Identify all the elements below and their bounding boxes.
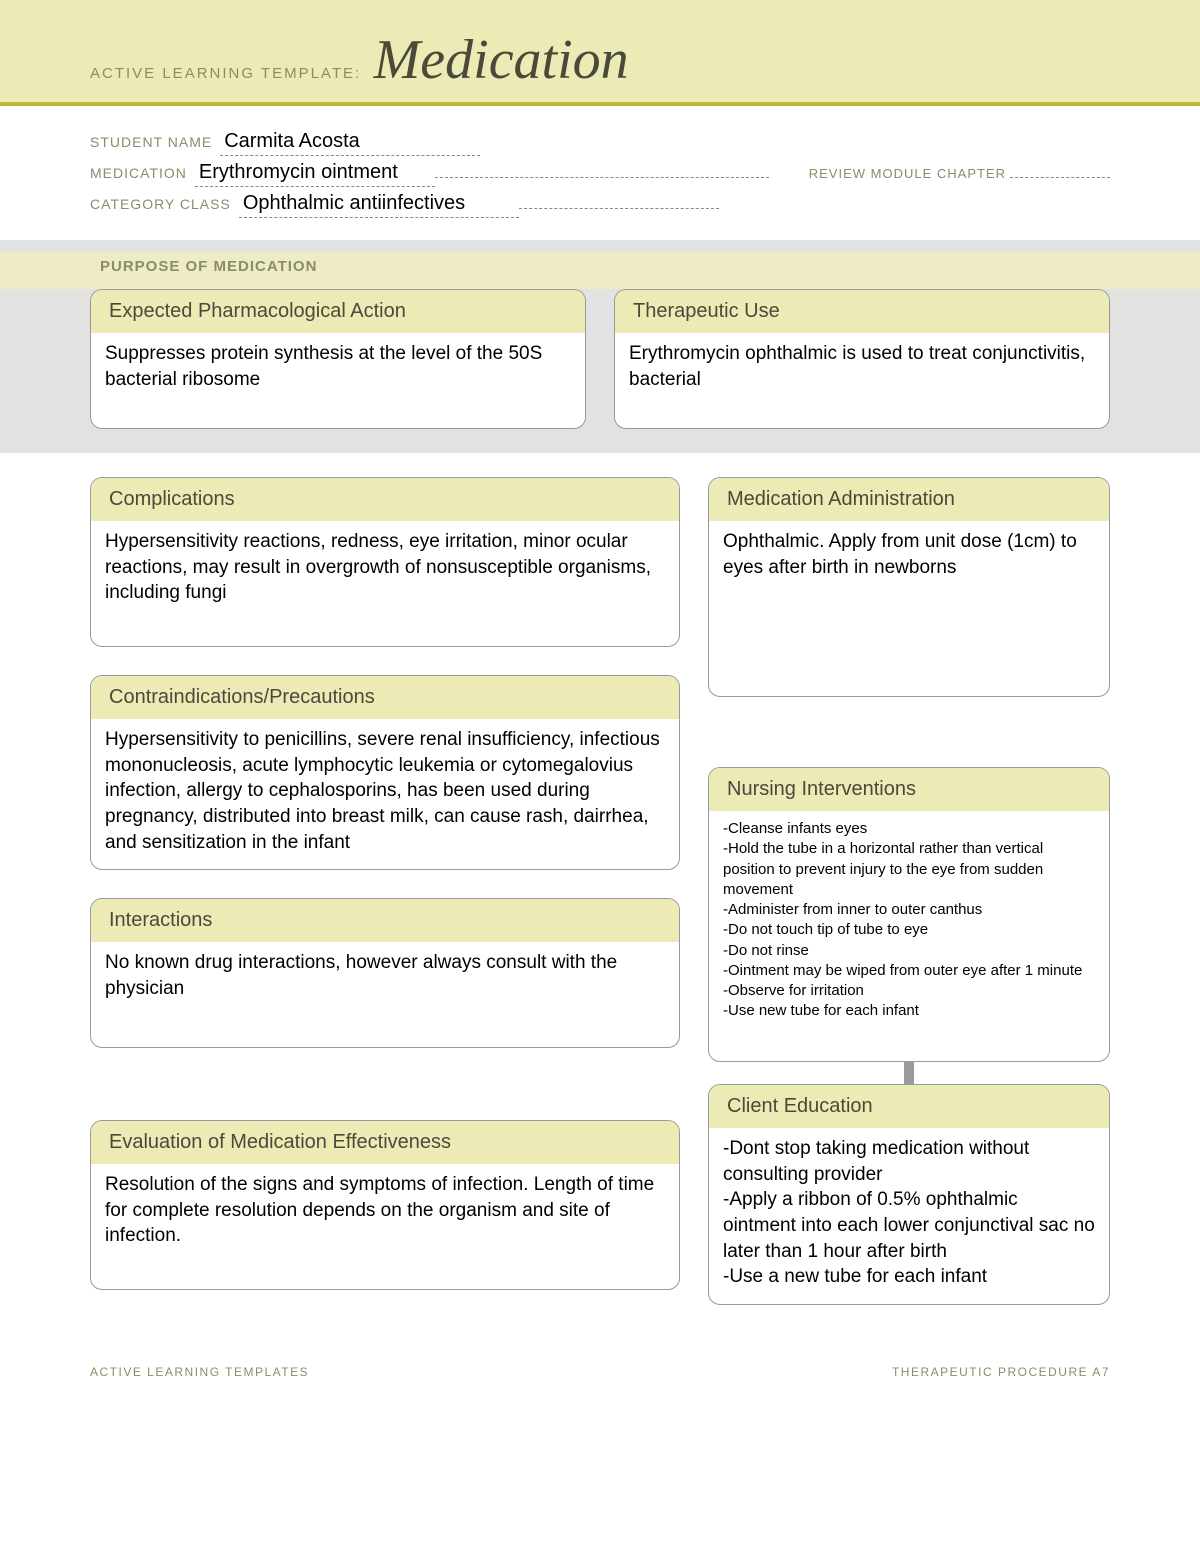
complications-title: Complications (91, 478, 679, 521)
client-card: Client Education -Dont stop taking medic… (708, 1084, 1110, 1305)
pharm-title: Expected Pharmacological Action (91, 290, 585, 333)
interactions-title: Interactions (91, 899, 679, 942)
evaluation-body: Resolution of the signs and symptoms of … (91, 1164, 679, 1263)
admin-card: Medication Administration Ophthalmic. Ap… (708, 477, 1110, 697)
student-value: Carmita Acosta (220, 130, 480, 156)
footer-left: ACTIVE LEARNING TEMPLATES (90, 1365, 309, 1379)
admin-title: Medication Administration (709, 478, 1109, 521)
admin-body: Ophthalmic. Apply from unit dose (1cm) t… (709, 521, 1109, 594)
contra-card: Contraindications/Precautions Hypersensi… (90, 675, 680, 870)
interactions-card: Interactions No known drug interactions,… (90, 898, 680, 1048)
category-value: Ophthalmic antiinfectives (239, 192, 519, 218)
pharm-body: Suppresses protein synthesis at the leve… (91, 333, 585, 406)
footer: ACTIVE LEARNING TEMPLATES THERAPEUTIC PR… (0, 1325, 1200, 1403)
therapeutic-body: Erythromycin ophthalmic is used to treat… (615, 333, 1109, 406)
category-label: CATEGORY CLASS (90, 196, 231, 212)
medication-label: MEDICATION (90, 165, 187, 181)
pharm-card: Expected Pharmacological Action Suppress… (90, 289, 586, 429)
nursing-card: Nursing Interventions -Cleanse infants e… (708, 767, 1110, 1062)
therapeutic-card: Therapeutic Use Erythromycin ophthalmic … (614, 289, 1110, 429)
main-grid: Complications Hypersensitivity reactions… (0, 453, 1200, 1325)
info-block: STUDENT NAME Carmita Acosta MEDICATION E… (0, 106, 1200, 240)
evaluation-card: Evaluation of Medication Effectiveness R… (90, 1120, 680, 1290)
review-line (1010, 164, 1110, 178)
review-label: REVIEW MODULE CHAPTER (809, 166, 1006, 181)
therapeutic-title: Therapeutic Use (615, 290, 1109, 333)
purpose-heading: PURPOSE OF MEDICATION (0, 252, 1200, 289)
left-column: Complications Hypersensitivity reactions… (90, 477, 680, 1305)
banner-title: Medication (374, 28, 629, 92)
page: ACTIVE LEARNING TEMPLATE: Medication STU… (0, 0, 1200, 1403)
complications-card: Complications Hypersensitivity reactions… (90, 477, 680, 647)
connector (904, 1062, 914, 1084)
category-row: CATEGORY CLASS Ophthalmic antiinfectives (90, 191, 1110, 218)
purpose-row: Expected Pharmacological Action Suppress… (90, 289, 1110, 429)
contra-body: Hypersensitivity to penicillins, severe … (91, 719, 679, 869)
category-line (519, 191, 719, 209)
right-gap (708, 697, 1110, 767)
purpose-section: PURPOSE OF MEDICATION Expected Pharmacol… (0, 240, 1200, 453)
evaluation-title: Evaluation of Medication Effectiveness (91, 1121, 679, 1164)
right-column: Medication Administration Ophthalmic. Ap… (708, 477, 1110, 1305)
medication-row: MEDICATION Erythromycin ointment REVIEW … (90, 160, 1110, 187)
student-label: STUDENT NAME (90, 134, 212, 150)
client-title: Client Education (709, 1085, 1109, 1128)
banner: ACTIVE LEARNING TEMPLATE: Medication (0, 0, 1200, 106)
nursing-title: Nursing Interventions (709, 768, 1109, 811)
student-row: STUDENT NAME Carmita Acosta (90, 130, 1110, 156)
spacer (90, 1076, 680, 1092)
contra-title: Contraindications/Precautions (91, 676, 679, 719)
nursing-body: -Cleanse infants eyes -Hold the tube in … (709, 811, 1109, 1036)
medication-line (435, 160, 769, 178)
footer-right: THERAPEUTIC PROCEDURE A7 (892, 1365, 1110, 1379)
medication-value: Erythromycin ointment (195, 161, 435, 187)
client-body: -Dont stop taking medication without con… (709, 1128, 1109, 1304)
banner-label: ACTIVE LEARNING TEMPLATE: (90, 65, 361, 82)
complications-body: Hypersensitivity reactions, redness, eye… (91, 521, 679, 620)
interactions-body: No known drug interactions, however alwa… (91, 942, 679, 1015)
